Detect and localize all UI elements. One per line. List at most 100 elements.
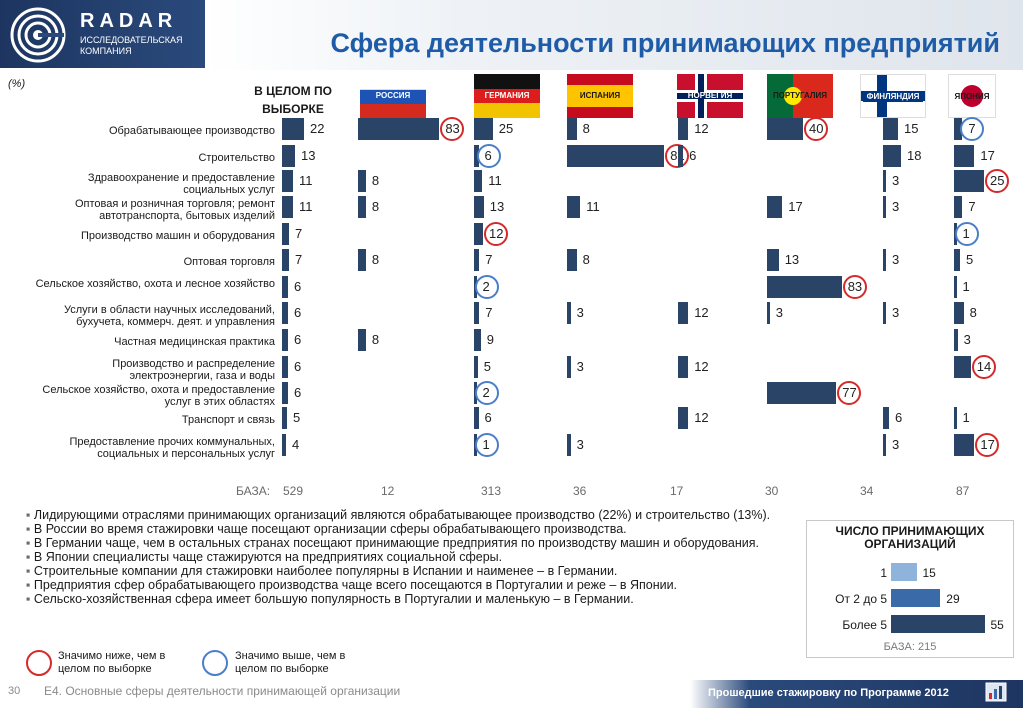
footer-caption: Е4. Основные сферы деятельности принимаю… (44, 684, 401, 698)
bar (883, 196, 886, 218)
base-value: 36 (573, 484, 587, 498)
org-bar (891, 589, 941, 607)
bar-value-label: 9 (486, 332, 494, 347)
bar (883, 170, 886, 192)
bar-value-label: 3 (892, 252, 900, 267)
bar (474, 170, 483, 192)
bar-value-label: 6 (294, 385, 302, 400)
bar-value-label: 8 (371, 173, 380, 188)
bar (282, 302, 288, 324)
bar-value-label: 5 (966, 252, 974, 267)
bar (954, 196, 963, 218)
bar (474, 223, 483, 245)
overall-column-header: В ЦЕЛОМ ПО ВЫБОРКЕ (238, 82, 348, 118)
bar (282, 434, 286, 456)
org-bar (891, 563, 917, 581)
bar (883, 118, 898, 140)
org-count-title-line-1: ЧИСЛО ПРИНИМАЮЩИХ (835, 524, 985, 538)
bar-value-label: 3 (892, 199, 900, 214)
bar-value-label: 6 (484, 410, 492, 425)
bar (474, 196, 484, 218)
legend-line: целом по выборке (235, 663, 329, 675)
bar (678, 356, 689, 378)
bar (767, 249, 779, 271)
bar (954, 170, 984, 192)
logo: RADAR ИССЛЕДОВАТЕЛЬСКАЯ КОМПАНИЯ (0, 0, 205, 68)
high-marker-legend-icon (202, 650, 228, 676)
bar (282, 196, 293, 218)
flag-label: ГЕРМАНИЯ (476, 90, 538, 101)
base-value: 12 (381, 484, 395, 498)
bar-value-label: 11 (488, 173, 502, 188)
bar (474, 118, 493, 140)
significantly-lower-marker (665, 144, 690, 168)
flag-label: ПОРТУГАЛИЯ (772, 91, 828, 100)
flag-norway: НОРВЕГИЯ (677, 74, 743, 118)
bar (567, 196, 581, 218)
bar (282, 382, 288, 404)
bar-value-label: 13 (784, 252, 800, 267)
legend-line: Значимо выше, чем в (235, 650, 346, 662)
low-marker-legend-text: Значимо ниже, чем в целом по выборке (58, 650, 165, 676)
bar (954, 302, 964, 324)
page-title: Сфера деятельности принимающих предприят… (330, 28, 1000, 58)
bar-value-label: 17 (980, 148, 995, 163)
org-row-label: Более 5 (842, 618, 887, 632)
bar (474, 302, 480, 324)
bar (567, 302, 571, 324)
bar-value-label: 15 (904, 121, 919, 136)
bar (678, 302, 689, 324)
finding-item: В Японии специалисты чаще стажируются на… (26, 550, 791, 564)
bar (282, 145, 295, 167)
bar-value-label: 3 (576, 359, 584, 374)
brand-sub-line-1: ИССЛЕДОВАТЕЛЬСКАЯ (80, 35, 183, 45)
significantly-lower-marker (842, 275, 867, 299)
legend-line: целом по выборке (58, 663, 152, 675)
org-count-title-line-2: ОРГАНИЗАЦИЙ (864, 537, 956, 551)
finding-item: В России во время стажировки чаще посеща… (26, 522, 791, 536)
low-marker-legend-icon (26, 650, 52, 676)
base-value: 313 (481, 484, 502, 498)
category-label: Оптовая торговля (183, 256, 275, 268)
bar (282, 249, 289, 271)
bar-value-label: 17 (788, 199, 803, 214)
bar (282, 223, 289, 245)
bar-value-label: 11 (299, 199, 313, 214)
bar (358, 329, 366, 351)
base-value: 17 (670, 484, 684, 498)
footer-band-text: Прошедшие стажировку по Программе 2012 (708, 687, 949, 699)
finding-item: Строительные компании для стажировки наи… (26, 564, 791, 578)
bar (678, 145, 684, 167)
bar (767, 196, 783, 218)
org-bar (891, 615, 985, 633)
bar-value-label: 7 (485, 252, 493, 267)
flag-label: ИСПАНИЯ (569, 90, 631, 101)
bar-value-label: 3 (892, 305, 900, 320)
category-label: Производство и распределение электроэнер… (112, 358, 275, 382)
base-value: 34 (860, 484, 874, 498)
bar-value-label: 8 (582, 252, 590, 267)
flag-japan: ЯПОНИЯ (948, 74, 996, 118)
bar (767, 382, 837, 404)
findings-list: Лидирующими отраслями принимающих органи… (26, 508, 791, 606)
flag-germany: ГЕРМАНИЯ (474, 74, 540, 118)
flag-portugal: ПОРТУГАЛИЯ (767, 74, 833, 118)
bar (883, 434, 886, 456)
bar-value-label: 6 (689, 148, 697, 163)
bar-value-label: 12 (694, 359, 709, 374)
bar (954, 407, 957, 429)
significantly-lower-marker (985, 169, 1009, 193)
org-row-label: 1 (880, 566, 887, 580)
significantly-higher-marker (960, 117, 985, 141)
bar (883, 407, 889, 429)
flag-russia: РОССИЯ (360, 74, 426, 118)
bar-value-label: 7 (295, 226, 303, 241)
bar (282, 118, 304, 140)
bar (358, 196, 366, 218)
flag-spain: ИСПАНИЯ (567, 74, 633, 118)
bar-value-label: 8 (371, 332, 380, 347)
bar-value-label: 4 (292, 437, 300, 452)
category-label: Производство машин и оборудования (81, 230, 275, 242)
bar (282, 170, 293, 192)
bar (358, 249, 366, 271)
